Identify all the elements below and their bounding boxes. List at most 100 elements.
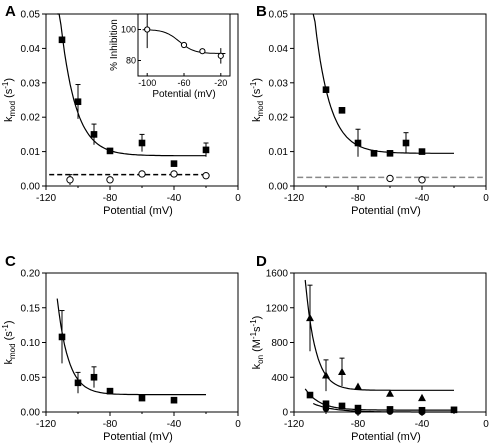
data-point-circle-open bbox=[66, 176, 74, 184]
inset-data-point bbox=[180, 41, 188, 49]
panel-label: A bbox=[5, 3, 16, 20]
panel-d: D -120 -80 -40 0 0 400 800 1200 1600 Potential (mV… bbox=[249, 253, 489, 443]
panel-c: C -120 -80 -40 0 0.00 0.05 0.10 0.15 0.20 Potentia… bbox=[1, 253, 241, 443]
data-point-square bbox=[202, 146, 210, 154]
data-point-triangle bbox=[306, 313, 314, 322]
data-point-square bbox=[138, 394, 146, 402]
series-circle-open bbox=[297, 174, 483, 184]
data-point-circle-open bbox=[170, 170, 178, 178]
y-axis-label: kmod (s-1) bbox=[249, 78, 265, 122]
x-tick-label: -40 bbox=[415, 193, 430, 204]
x-tick-label: 0 bbox=[483, 419, 489, 430]
panel-a: A -120 -80 -40 0 0.00 0.01 0.02 0.03 0.04 0.05 Pote… bbox=[1, 3, 241, 217]
data-point-square bbox=[74, 379, 82, 387]
y-label-unit2: s bbox=[251, 326, 263, 332]
y-axis-label: kmod (s-1) bbox=[1, 78, 17, 122]
y-label-main: k bbox=[251, 363, 263, 369]
data-point-square bbox=[418, 148, 426, 155]
y-tick-label: 0.02 bbox=[21, 113, 41, 124]
data-point-circle bbox=[386, 408, 394, 415]
y-tick-label: 0.15 bbox=[21, 303, 41, 314]
data-point-square bbox=[138, 139, 146, 147]
y-tick-label: 0.00 bbox=[21, 408, 41, 419]
inset-data-point bbox=[144, 26, 151, 33]
y-tick-label: 0.05 bbox=[21, 10, 41, 21]
y-label-close: ) bbox=[251, 316, 263, 320]
y-label-close: ) bbox=[251, 78, 263, 82]
data-point-square bbox=[450, 406, 458, 414]
data-point-triangle bbox=[386, 389, 394, 397]
y-label-sub: on bbox=[256, 355, 265, 364]
series-circle-open bbox=[49, 170, 210, 185]
data-point-square bbox=[58, 333, 66, 341]
x-tick-label: 0 bbox=[483, 193, 489, 204]
data-point-circle-open bbox=[138, 170, 146, 178]
series-square-filled bbox=[312, 13, 454, 157]
y-label-exp: -1 bbox=[1, 81, 10, 89]
y-label-main: k bbox=[3, 359, 15, 365]
data-point-square bbox=[338, 107, 346, 114]
data-point-square bbox=[74, 98, 82, 106]
data-point-square bbox=[370, 150, 378, 157]
data-point-triangle bbox=[354, 382, 362, 390]
data-point-square bbox=[106, 387, 114, 395]
x-tick-label: -120 bbox=[284, 193, 304, 204]
y-label-exp: -1 bbox=[249, 81, 258, 89]
y-tick-label: 0.01 bbox=[269, 147, 289, 158]
data-point-circle bbox=[354, 408, 362, 415]
y-label-sub: mod bbox=[8, 101, 17, 117]
y-label-sub: mod bbox=[8, 343, 17, 359]
plot-frame bbox=[293, 13, 487, 187]
series-triangle-filled bbox=[304, 279, 454, 402]
data-point-circle-open bbox=[418, 176, 426, 184]
y-tick-label: 0.00 bbox=[21, 182, 41, 193]
y-tick-label: 0.10 bbox=[21, 338, 41, 349]
y-tick-label: 1200 bbox=[266, 303, 289, 314]
y-tick-label: 0.03 bbox=[21, 78, 41, 89]
y-label-main: k bbox=[251, 116, 263, 122]
data-point-square bbox=[322, 400, 330, 408]
data-point-square bbox=[402, 139, 410, 147]
x-axis-label: Potential (mV) bbox=[103, 431, 173, 443]
y-tick-label: 0.04 bbox=[21, 44, 41, 55]
data-point-square bbox=[170, 160, 178, 167]
x-tick-label: -120 bbox=[284, 419, 304, 430]
y-tick-label: 0 bbox=[282, 408, 288, 419]
y-label-exp2: -1 bbox=[249, 319, 258, 327]
data-point-circle-open bbox=[106, 176, 114, 184]
x-tick-label: -80 bbox=[351, 193, 366, 204]
data-point-triangle bbox=[322, 371, 330, 379]
data-point-circle bbox=[418, 408, 426, 416]
data-point-square bbox=[90, 131, 98, 138]
series-square-filled bbox=[57, 13, 210, 167]
data-point-square bbox=[306, 391, 314, 399]
y-tick-label: 400 bbox=[271, 373, 288, 384]
plot-frame bbox=[45, 272, 239, 413]
data-point-square bbox=[106, 147, 114, 155]
panel-label: B bbox=[256, 3, 267, 20]
x-tick-label: -40 bbox=[167, 419, 182, 430]
y-label-unit: (s bbox=[251, 88, 263, 101]
data-point-square bbox=[386, 150, 394, 157]
x-tick-label: -120 bbox=[36, 419, 56, 430]
inset-x-tick-label: -60 bbox=[177, 78, 190, 88]
data-point-circle-open bbox=[386, 174, 394, 183]
inset-y-tick-label: 80 bbox=[126, 56, 136, 66]
data-point-square bbox=[338, 402, 346, 410]
y-label-close: ) bbox=[3, 320, 15, 324]
x-axis-label: Potential (mV) bbox=[103, 205, 173, 217]
data-point-square bbox=[354, 404, 362, 412]
data-point-square bbox=[90, 373, 98, 381]
fit-curve bbox=[304, 388, 454, 411]
fit-curve bbox=[56, 298, 206, 396]
series-square-filled bbox=[56, 298, 206, 404]
x-tick-label: -40 bbox=[167, 193, 182, 204]
y-tick-label: 0.02 bbox=[269, 113, 289, 124]
y-tick-label: 0.05 bbox=[21, 373, 41, 384]
data-point-square bbox=[170, 396, 178, 404]
inset-data-point bbox=[199, 48, 206, 55]
y-tick-label: 0.00 bbox=[269, 182, 289, 193]
y-label-exp: -1 bbox=[1, 324, 10, 332]
y-label-main: k bbox=[3, 116, 15, 122]
